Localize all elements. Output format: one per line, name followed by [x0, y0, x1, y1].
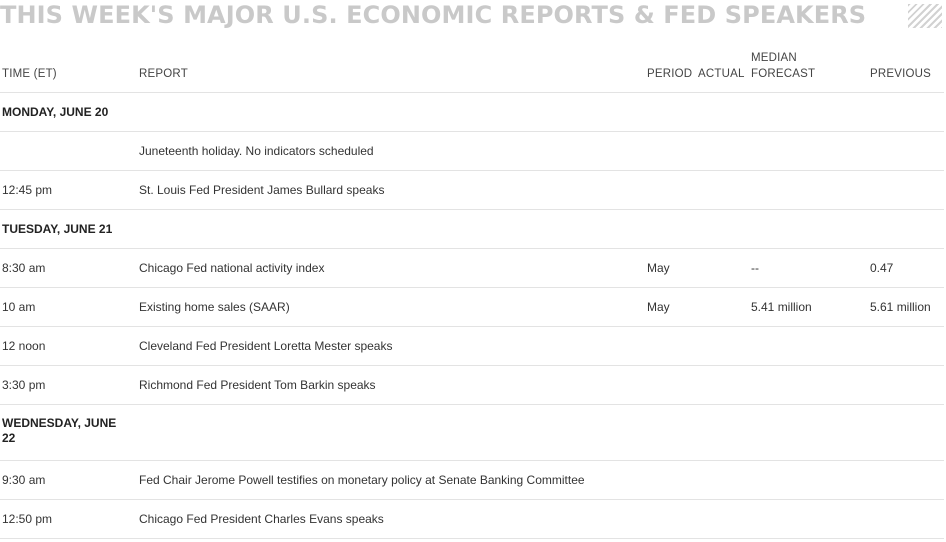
day-label: TUESDAY, JUNE 21 — [2, 222, 113, 236]
cell-time: 8:30 am — [2, 261, 46, 275]
cell-time: 10 am — [2, 300, 36, 314]
table-row: 12 noon Cleveland Fed President Loretta … — [0, 327, 944, 366]
table-row: 12:45 pm St. Louis Fed President James B… — [0, 171, 944, 210]
cell-report: Juneteenth holiday. No indicators schedu… — [139, 144, 374, 158]
cell-time: 12 noon — [2, 339, 46, 353]
table-row: 10 am Existing home sales (SAAR) May 5.4… — [0, 288, 944, 327]
cell-report: St. Louis Fed President James Bullard sp… — [139, 183, 385, 197]
header-actual: ACTUAL — [698, 68, 745, 80]
day-header-monday: MONDAY, JUNE 20 — [0, 93, 944, 132]
hatch-decoration-icon — [908, 4, 942, 28]
page-title: THIS WEEK'S MAJOR U.S. ECONOMIC REPORTS … — [0, 1, 867, 29]
cell-previous: 0.47 — [870, 261, 894, 275]
cell-median: -- — [751, 261, 759, 275]
cell-period: May — [647, 261, 670, 275]
cell-time: 9:30 am — [2, 473, 46, 487]
day-header-wednesday: WEDNESDAY, JUNE 22 — [0, 405, 944, 461]
cell-period: May — [647, 300, 670, 314]
cell-time: 12:45 pm — [2, 183, 53, 197]
title-bar: THIS WEEK'S MAJOR U.S. ECONOMIC REPORTS … — [0, 0, 946, 30]
cell-previous: 5.61 million — [870, 300, 931, 314]
table-header-row: TIME (ET) REPORT PERIOD ACTUAL MEDIAN FO… — [0, 48, 944, 93]
table-row: 8:30 am Chicago Fed national activity in… — [0, 249, 944, 288]
header-previous: PREVIOUS — [870, 68, 932, 80]
table-row: 12:50 pm Chicago Fed President Charles E… — [0, 500, 944, 539]
cell-report: Chicago Fed national activity index — [139, 261, 325, 275]
cell-report: Cleveland Fed President Loretta Mester s… — [139, 339, 393, 353]
day-header-tuesday: TUESDAY, JUNE 21 — [0, 210, 944, 249]
header-period: PERIOD — [647, 68, 693, 80]
table-row: 9:30 am Fed Chair Jerome Powell testifie… — [0, 461, 944, 500]
cell-median: 5.41 million — [751, 300, 812, 314]
cell-report: Chicago Fed President Charles Evans spea… — [139, 512, 384, 526]
header-median-line2: FORECAST — [751, 68, 816, 80]
economic-calendar-table: TIME (ET) REPORT PERIOD ACTUAL MEDIAN FO… — [0, 48, 944, 539]
day-label: WEDNESDAY, JUNE 22 — [2, 416, 117, 445]
day-label: MONDAY, JUNE 20 — [2, 105, 109, 119]
cell-time: 12:50 pm — [2, 512, 53, 526]
cell-report: Existing home sales (SAAR) — [139, 300, 290, 314]
cell-time: 3:30 pm — [2, 378, 46, 392]
header-report: REPORT — [139, 68, 188, 80]
cell-report: Richmond Fed President Tom Barkin speaks — [139, 378, 376, 392]
table-row: 3:30 pm Richmond Fed President Tom Barki… — [0, 366, 944, 405]
header-time: TIME (ET) — [2, 68, 57, 80]
header-median-line1: MEDIAN — [751, 52, 797, 64]
cell-report: Fed Chair Jerome Powell testifies on mon… — [139, 473, 585, 487]
table-row: Juneteenth holiday. No indicators schedu… — [0, 132, 944, 171]
